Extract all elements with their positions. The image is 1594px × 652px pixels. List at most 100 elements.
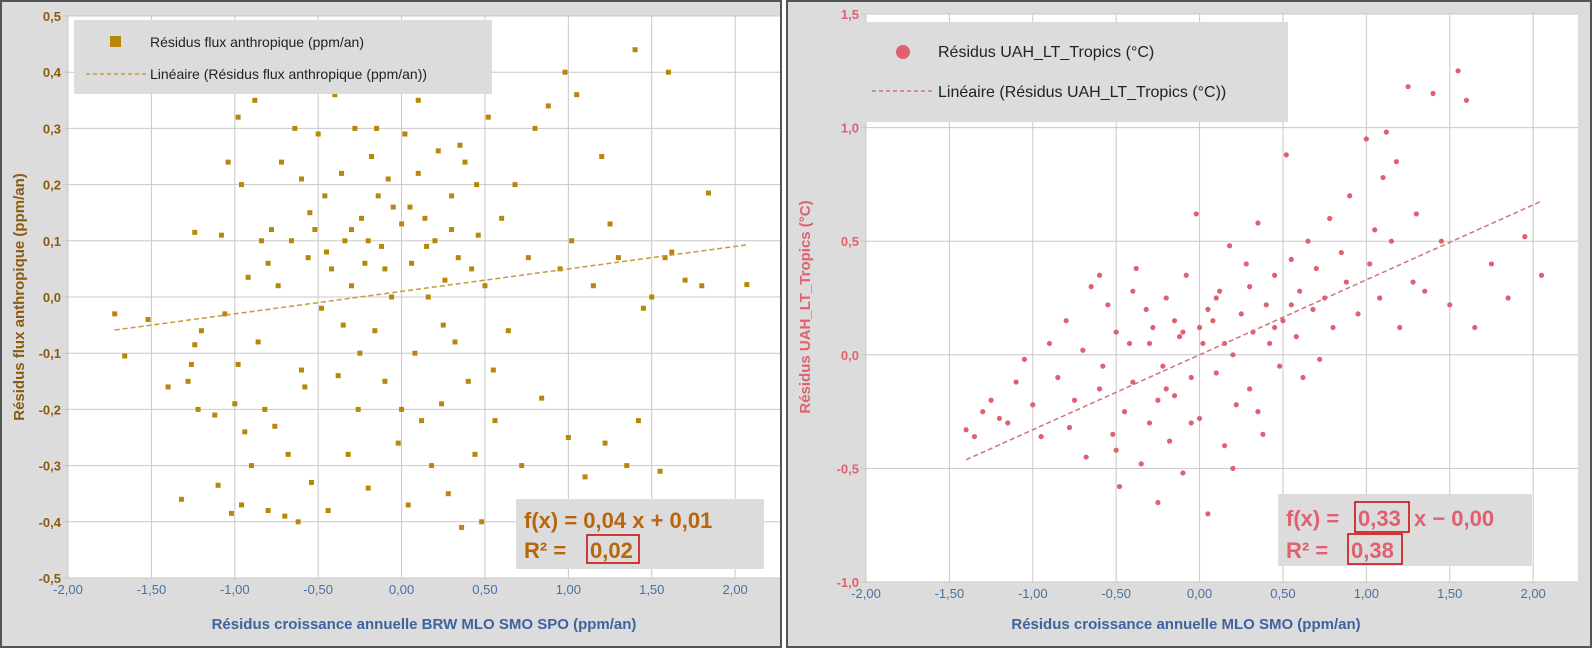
x-tick-label: -0,50	[303, 582, 333, 597]
data-point	[389, 294, 395, 300]
data-point	[122, 353, 128, 359]
data-point	[545, 103, 551, 109]
data-point	[1455, 68, 1461, 74]
data-point	[329, 266, 335, 272]
data-point	[1438, 238, 1445, 244]
data-point	[1030, 402, 1036, 408]
x-tick-label: 0,50	[472, 582, 497, 597]
data-point	[349, 227, 355, 233]
data-point	[1146, 420, 1153, 426]
data-point	[624, 463, 630, 469]
left-chart-panel: -2,00 -1,50 -1,00 -0,50 0,00 0,50 1,00 1,50 2,00…	[0, 0, 782, 648]
data-point	[615, 255, 621, 261]
data-point	[532, 125, 538, 131]
y-tick-label: 0,0	[841, 348, 859, 363]
data-point	[980, 409, 986, 415]
data-point	[1176, 334, 1183, 340]
data-point	[345, 451, 351, 457]
data-point	[339, 170, 345, 176]
data-point	[235, 361, 241, 367]
data-point	[1327, 215, 1333, 222]
data-point	[432, 238, 438, 244]
x-tick-label: -2,00	[851, 586, 881, 601]
legend-entry-series: Résidus flux anthropique (ppm/an)	[150, 34, 364, 50]
data-point	[607, 221, 613, 227]
data-point	[1247, 284, 1253, 290]
data-point	[1213, 295, 1219, 301]
data-point	[248, 463, 254, 469]
data-point	[305, 255, 311, 261]
data-point	[1110, 431, 1116, 437]
y-tick-label: 1,0	[841, 121, 859, 136]
data-point	[590, 283, 596, 289]
x-tick-label: -0,50	[1101, 586, 1131, 601]
data-point	[1283, 152, 1289, 158]
data-point	[265, 508, 271, 514]
data-point	[215, 482, 221, 488]
right-r2-value: 0,38	[1351, 538, 1394, 563]
data-point	[1280, 318, 1286, 324]
data-point	[1247, 386, 1253, 392]
right-equation-box: f(x) = 0,33 x − 0,00 R² = 0,38	[1278, 494, 1532, 566]
left-x-axis-title: Résidus croissance annuelle BRW MLO SMO …	[212, 616, 637, 633]
data-point	[1205, 306, 1211, 312]
data-point	[519, 463, 525, 469]
data-point	[1300, 374, 1306, 381]
data-point	[272, 423, 278, 429]
data-point	[342, 238, 348, 244]
data-point	[449, 193, 455, 199]
data-point	[439, 401, 445, 407]
data-point	[485, 114, 491, 120]
y-tick-label: -0,1	[39, 346, 61, 361]
data-point	[479, 519, 485, 525]
legend-marker-circle-icon	[896, 45, 910, 59]
data-point	[1160, 363, 1166, 369]
data-point	[382, 266, 388, 272]
data-point	[375, 193, 381, 199]
data-point	[1430, 90, 1436, 97]
data-point	[385, 176, 391, 182]
right-r2-highlight	[1347, 533, 1403, 565]
data-point	[399, 221, 405, 227]
data-point	[474, 182, 480, 188]
data-point	[1188, 420, 1194, 426]
data-point	[288, 238, 294, 244]
data-point	[349, 283, 355, 289]
data-point	[415, 170, 421, 176]
y-tick-label: -0,4	[39, 515, 62, 530]
right-ticks: -2,00 -1,50 -1,00 -0,50 0,00 0,50 1,00 1,50 2,00…	[837, 7, 1546, 601]
data-point	[312, 227, 318, 233]
data-point	[222, 311, 228, 317]
data-point	[335, 373, 341, 379]
data-point	[357, 350, 363, 356]
data-point	[1096, 272, 1103, 278]
y-tick-label: -0,2	[39, 402, 61, 417]
left-equation: f(x) = 0,04 x + 0,01	[524, 508, 712, 533]
right-trendline	[965, 200, 1542, 461]
data-point	[1447, 302, 1453, 308]
y-tick-label: 0,5	[841, 234, 859, 249]
right-slope-highlight	[1354, 501, 1410, 533]
data-point	[1383, 129, 1389, 135]
data-point	[1488, 261, 1495, 267]
data-point	[1372, 227, 1378, 233]
data-point	[1410, 279, 1416, 285]
data-point	[1393, 159, 1399, 165]
right-y-axis-title: Résidus UAH_LT_Tropics (°C)	[797, 200, 814, 413]
data-point	[275, 283, 281, 289]
data-point	[699, 283, 705, 289]
data-point	[390, 204, 396, 210]
data-point	[1538, 272, 1545, 278]
data-point	[499, 215, 505, 221]
data-point	[1230, 352, 1236, 358]
data-point	[565, 435, 571, 440]
data-point	[1143, 306, 1149, 312]
left-chart-svg: -2,00 -1,50 -1,00 -0,50 0,00 0,50 1,00 1,50 2,00…	[11, 9, 780, 633]
data-point	[425, 294, 431, 300]
data-point	[662, 255, 668, 261]
data-point	[1230, 465, 1236, 471]
data-point	[1096, 386, 1103, 392]
right-r2-label: R² =	[1286, 538, 1328, 563]
data-point	[640, 305, 646, 311]
data-point	[1288, 302, 1294, 308]
